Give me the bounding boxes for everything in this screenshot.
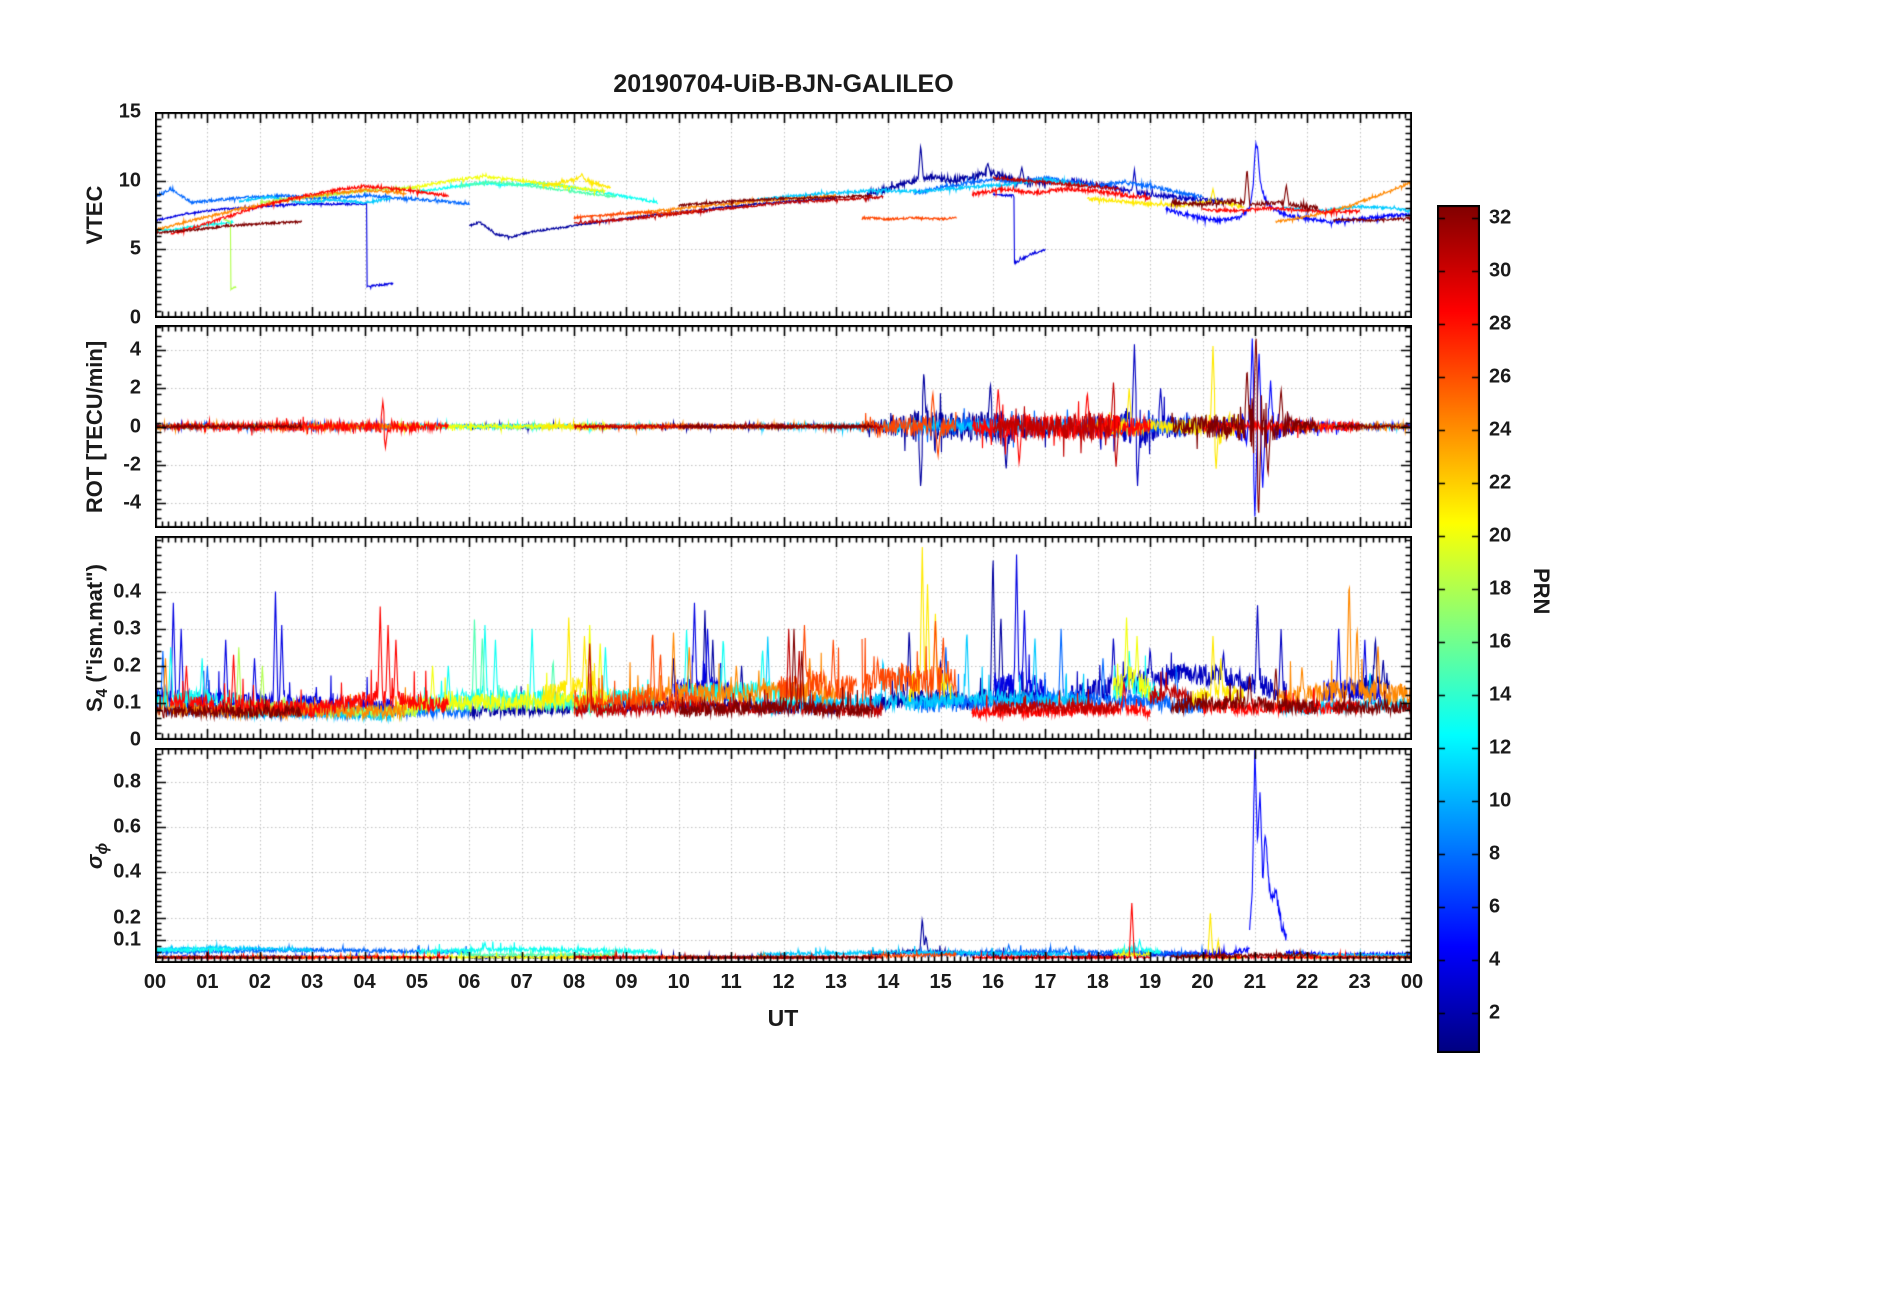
y-tick-label-rot: 4 — [129, 338, 141, 361]
y-tick-label-sigma-phi: 0.6 — [113, 815, 141, 838]
colorbar-tick-label: 4 — [1489, 948, 1501, 971]
x-tick-label: 06 — [458, 971, 481, 993]
colorbar-tick-label: 26 — [1489, 365, 1512, 388]
y-tick-label-s4: 0.3 — [113, 617, 141, 640]
x-axis-label: UT — [767, 1005, 799, 1031]
y-tick-label-rot: 0 — [129, 415, 141, 437]
colorbar-tick-label: 12 — [1489, 736, 1512, 759]
colorbar-tick-label: 24 — [1489, 418, 1512, 441]
x-tick-label: 20 — [1191, 971, 1214, 993]
y-tick-label-vtec: 5 — [129, 237, 141, 260]
x-tick-label: 14 — [877, 971, 900, 993]
colorbar-tick-label: 14 — [1489, 683, 1512, 706]
colorbar-tick-label: 16 — [1489, 630, 1512, 653]
y-axis-label-sigma-phi: σϕ — [82, 842, 112, 869]
panel-s4 — [155, 536, 1412, 740]
colorbar — [1437, 205, 1480, 1053]
y-tick-label-s4: 0.2 — [113, 654, 141, 677]
x-tick-label: 03 — [301, 971, 324, 993]
y-tick-label-sigma-phi: 0.4 — [113, 860, 141, 883]
x-tick-label: 02 — [248, 971, 271, 993]
colorbar-label: PRN — [1529, 568, 1554, 615]
x-tick-label: 04 — [353, 971, 376, 993]
x-tick-label: 11 — [720, 971, 742, 993]
y-axis-label-vtec: VTEC — [82, 185, 107, 245]
colorbar-tick-label: 30 — [1489, 259, 1512, 282]
vtec-canvas — [155, 112, 1412, 318]
colorbar-tick-label: 20 — [1489, 524, 1512, 547]
y-tick-label-rot: 2 — [129, 376, 141, 399]
x-tick-label: 15 — [929, 971, 952, 993]
x-tick-label: 10 — [667, 971, 690, 993]
panel-vtec — [155, 112, 1412, 318]
x-tick-label: 13 — [824, 971, 847, 993]
panel-sigma-phi — [155, 748, 1412, 963]
y-tick-label-vtec: 15 — [118, 100, 141, 123]
colorbar-tick-label: 2 — [1489, 1001, 1501, 1024]
x-tick-label: 23 — [1348, 971, 1371, 993]
x-tick-label: 09 — [615, 971, 638, 993]
x-tick-label: 19 — [1139, 971, 1162, 993]
y-axis-label-s4: S4 ("ism.mat") — [82, 563, 112, 713]
s4-canvas — [155, 536, 1412, 740]
x-tick-label: 18 — [1086, 971, 1109, 993]
y-tick-label-vtec: 0 — [129, 306, 141, 329]
x-tick-label: 21 — [1243, 971, 1266, 993]
y-tick-label-rot: -2 — [123, 453, 141, 476]
y-tick-label-rot: -4 — [123, 491, 141, 514]
x-tick-label: 00 — [1400, 971, 1424, 993]
y-tick-label-s4: 0.1 — [113, 691, 141, 714]
x-tick-label: 00 — [143, 971, 167, 993]
y-tick-label-s4: 0 — [129, 728, 141, 751]
y-tick-label-s4: 0.4 — [113, 580, 141, 603]
x-tick-label: 16 — [981, 971, 1005, 993]
x-tick-label: 05 — [405, 971, 428, 993]
colorbar-tick-label: 8 — [1489, 842, 1501, 865]
x-tick-label: 17 — [1034, 971, 1057, 993]
rot-canvas — [155, 325, 1412, 528]
x-tick-label: 22 — [1296, 971, 1319, 993]
x-tick-label: 07 — [510, 971, 533, 993]
y-tick-label-vtec: 10 — [118, 169, 141, 192]
colorbar-tick-label: 22 — [1489, 471, 1512, 494]
y-tick-label-sigma-phi: 0.2 — [113, 906, 141, 929]
x-tick-label: 12 — [772, 971, 795, 993]
y-axis-label-rot: ROT [TECU/min] — [82, 340, 107, 513]
x-tick-label: 01 — [196, 971, 219, 993]
colorbar-tick-label: 6 — [1489, 895, 1501, 918]
y-tick-label-sigma-phi: 0.1 — [113, 928, 141, 951]
x-tick-label: 08 — [562, 971, 586, 993]
y-tick-label-sigma-phi: 0.8 — [113, 770, 141, 793]
colorbar-tick-label: 28 — [1489, 312, 1512, 335]
panel-rot — [155, 325, 1412, 528]
chart-title: 20190704-UiB-BJN-GALILEO — [613, 70, 954, 98]
colorbar-tick-label: 18 — [1489, 577, 1512, 600]
sigma-phi-canvas — [155, 748, 1412, 963]
colorbar-tick-label: 32 — [1489, 206, 1512, 229]
colorbar-tick-label: 10 — [1489, 789, 1512, 812]
